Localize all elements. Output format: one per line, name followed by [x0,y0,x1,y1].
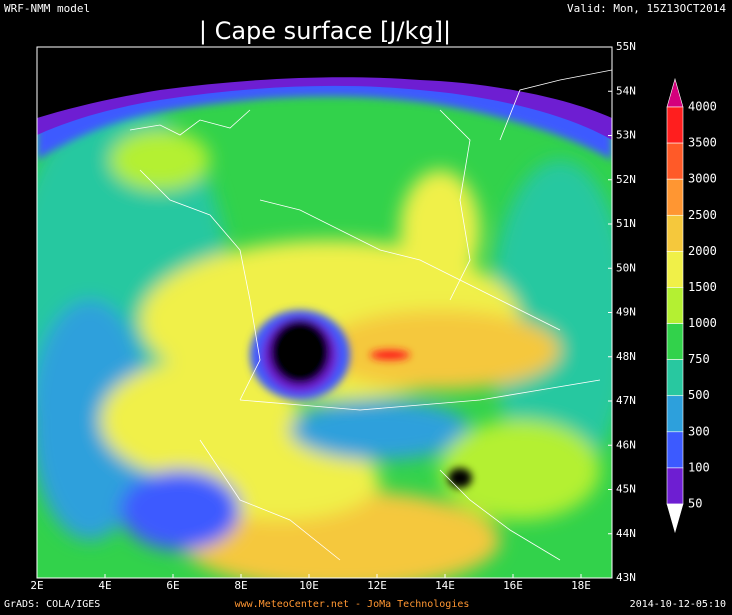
colorbar-segment [666,467,684,505]
colorbar-label: 1000 [688,316,717,330]
footer-center: www.MeteoCenter.net - JoMa Technologies [235,599,470,610]
lat-label: 53N [616,129,636,142]
lat-label: 50N [616,261,636,274]
lon-label: 6E [166,579,179,592]
colorbar-segment [666,142,684,180]
valid-label: Valid: Mon, 15Z13OCT2014 [567,2,726,15]
colorbar-cap-bottom [666,503,684,534]
lon-label: 10E [299,579,319,592]
lat-label: 48N [616,350,636,363]
colorbar-label: 100 [688,460,710,474]
lon-label: 12E [367,579,387,592]
lon-label: 14E [435,579,455,592]
colorbar-label: 1500 [688,280,717,294]
colorbar-label: 300 [688,424,710,438]
colorbar-label: 4000 [688,100,717,114]
lon-label: 8E [234,579,247,592]
colorbar-label: 50 [688,497,702,511]
colorbar-segment [666,323,684,360]
colorbar-label: 500 [688,388,710,402]
colorbar-segment [666,178,684,216]
lat-label: 46N [616,438,636,451]
lat-label: 55N [616,40,636,53]
map-title: | Cape surface [J/kg]| [199,17,451,45]
colorbar-label: 3500 [688,136,717,150]
lat-label: 44N [616,527,636,540]
colorbar-label: 2500 [688,208,717,222]
cape-field [37,47,612,578]
colorbar-segment [666,431,684,469]
lon-label: 18E [571,579,591,592]
colorbar-segment [666,359,684,397]
footer-right: 2014-10-12-05:10 [630,599,726,610]
lat-label: 45N [616,483,636,496]
lat-label: 51N [616,217,636,230]
lat-label: 54N [616,84,636,97]
colorbar-label: 2000 [688,244,717,258]
colorbar-label: 750 [688,352,710,366]
lat-label: 49N [616,306,636,319]
colorbar-segment [666,214,684,252]
colorbar-segment [666,251,684,288]
colorbar-segment [666,106,684,144]
colorbar-segment [666,287,684,324]
model-label: WRF-NMM model [4,2,90,15]
lon-label: 4E [98,579,111,592]
lat-label: 47N [616,394,636,407]
colorbar-label: 3000 [688,172,717,186]
lon-label: 16E [503,579,523,592]
colorbar-segment [666,395,684,433]
lon-label: 2E [30,579,43,592]
footer-left: GrADS: COLA/IGES [4,599,100,610]
lat-label: 43N [616,571,636,584]
lat-label: 52N [616,173,636,186]
